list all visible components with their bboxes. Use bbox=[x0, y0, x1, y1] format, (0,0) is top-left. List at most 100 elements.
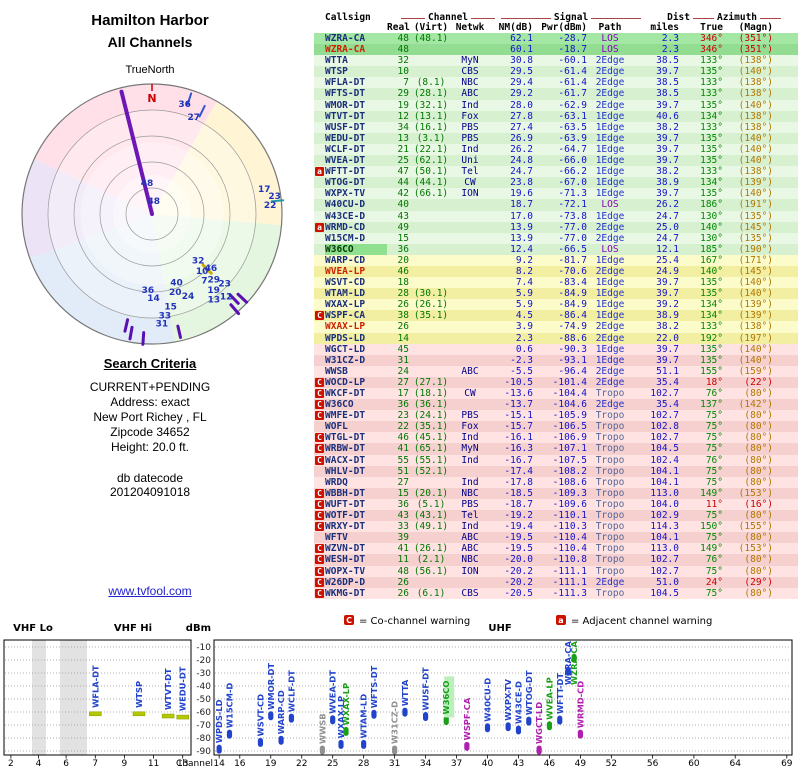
distance-cell: 39.7 bbox=[656, 132, 679, 144]
power-dbm-cell: -66.5 bbox=[558, 243, 587, 255]
real-channel-cell: 19 bbox=[397, 99, 409, 111]
nm-db-cell: 5.9 bbox=[515, 299, 533, 311]
azimuth-tick bbox=[198, 104, 206, 118]
table-row: WRDQ 27 Ind -17.8 -108.6 Tropo 104.1 75° (80°) bbox=[314, 476, 798, 488]
power-dbm-cell: -60.1 bbox=[558, 55, 587, 67]
channel-marker-label: 22 bbox=[264, 201, 277, 211]
distance-cell: 104.1 bbox=[650, 465, 679, 477]
azimuth-true-cell: 346° bbox=[700, 33, 723, 44]
distance-cell: 113.0 bbox=[650, 487, 679, 499]
virtual-channel-cell bbox=[409, 277, 453, 288]
distance-cell: 24.7 bbox=[656, 232, 679, 244]
power-dbm-cell: -84.9 bbox=[558, 288, 587, 300]
path-cell: Tropo bbox=[595, 510, 625, 522]
report-title: Hamilton Harbor bbox=[91, 12, 209, 29]
channel-tick-label: 9 bbox=[122, 759, 128, 768]
header-true: True bbox=[700, 22, 723, 33]
path-cell: 1Edge bbox=[595, 299, 625, 311]
real-channel-cell: 38 bbox=[397, 310, 409, 322]
virtual-channel-cell bbox=[409, 577, 453, 588]
dbm-tick-label: -80 bbox=[196, 734, 211, 744]
virtual-channel-cell bbox=[409, 233, 453, 244]
network-cell bbox=[453, 33, 487, 44]
table-row: WZRA-CA 48 (48.1) 62.1 -28.7 LOS 2.3 346° (351°) bbox=[314, 33, 798, 45]
power-dbm-cell: -111.3 bbox=[552, 587, 587, 599]
table-rows: WZRA-CA 48 (48.1) 62.1 -28.7 LOS 2.3 346° (351°)… bbox=[314, 33, 798, 599]
signal-bar bbox=[132, 711, 146, 717]
azimuth-magn-cell: (138°) bbox=[738, 321, 773, 333]
azimuth-tick bbox=[128, 325, 134, 341]
network-cell bbox=[453, 199, 487, 210]
network-cell: ION bbox=[461, 565, 479, 577]
distance-cell: 2.3 bbox=[661, 44, 679, 56]
azimuth-true-cell: 75° bbox=[705, 443, 723, 455]
azimuth-magn-cell: (80°) bbox=[744, 554, 773, 566]
channel-tick-label: 6 bbox=[63, 759, 69, 768]
virtual-channel-cell: (48.1) bbox=[413, 33, 449, 44]
path-cell: Tropo bbox=[595, 421, 625, 433]
power-dbm-cell: -110.8 bbox=[552, 554, 587, 566]
network-cell: Fox bbox=[461, 110, 479, 122]
table-row: WTTA 32 MyN 30.8 -60.1 2Edge 38.5 133° (138°) bbox=[314, 55, 798, 67]
power-dbm-cell: -28.7 bbox=[558, 33, 587, 44]
path-cell: 2Edge bbox=[595, 376, 625, 388]
network-cell: PBS bbox=[461, 132, 479, 144]
co-channel-warning-icon: C bbox=[315, 389, 324, 398]
channel-marker-label: 20 bbox=[169, 288, 182, 298]
power-dbm-cell: -111.1 bbox=[552, 565, 587, 577]
warning-marker-cell: C bbox=[314, 443, 325, 454]
callsign-cell: WOFL bbox=[325, 421, 348, 433]
warning-marker-cell: C bbox=[314, 455, 325, 466]
azimuth-magn-cell: (140°) bbox=[738, 288, 773, 300]
network-cell: ABC bbox=[461, 543, 479, 555]
path-cell: 1Edge bbox=[595, 177, 625, 189]
station-label: W43CE-D bbox=[513, 681, 523, 724]
real-channel-cell: 24 bbox=[397, 365, 409, 377]
station-label: WRMD-CD bbox=[575, 681, 585, 728]
real-channel-cell: 44 bbox=[397, 177, 409, 189]
distance-cell: 12.1 bbox=[656, 243, 679, 255]
channel-marker-label: 36 bbox=[178, 100, 191, 110]
path-cell: 2Edge bbox=[595, 365, 625, 377]
azimuth-true-cell: 75° bbox=[705, 510, 723, 522]
virtual-channel-cell: (43.1) bbox=[413, 510, 449, 522]
callsign-cell: WTSP bbox=[325, 66, 348, 78]
power-dbm-cell: -104.6 bbox=[552, 399, 587, 411]
real-channel-cell: 22 bbox=[397, 421, 409, 433]
network-cell: Tel bbox=[461, 510, 479, 522]
warning-marker-cell bbox=[314, 532, 325, 543]
nm-db-cell: 13.9 bbox=[510, 221, 533, 233]
azimuth-true-cell: 75° bbox=[705, 532, 723, 544]
azimuth-true-cell: 135° bbox=[700, 155, 723, 167]
azimuth-tick bbox=[123, 318, 130, 333]
distance-cell: 113.0 bbox=[650, 543, 679, 555]
callsign-cell: WTOG-DT bbox=[325, 177, 366, 189]
warning-marker-cell: C bbox=[314, 310, 325, 321]
azimuth-magn-cell: (139°) bbox=[738, 310, 773, 322]
channel-marker-label: 19 bbox=[207, 286, 220, 296]
path-cell: 1Edge bbox=[595, 277, 625, 289]
real-channel-cell: 31 bbox=[397, 354, 409, 366]
warning-marker-cell bbox=[314, 321, 325, 332]
header-channel-group: Channel bbox=[398, 13, 498, 23]
warning-marker-cell bbox=[314, 211, 325, 222]
distance-cell: 25.4 bbox=[656, 254, 679, 266]
power-dbm-cell: -101.4 bbox=[552, 376, 587, 388]
real-channel-cell: 43 bbox=[397, 510, 409, 522]
azimuth-true-cell: 134° bbox=[700, 177, 723, 189]
network-cell: PBS bbox=[461, 498, 479, 510]
azimuth-tick bbox=[176, 324, 183, 340]
table-header-columns: Real (Virt) Netwk NM(dB) Pwr(dBm) Path m… bbox=[314, 23, 798, 33]
network-cell: CW bbox=[464, 177, 476, 189]
nm-db-cell: -18.5 bbox=[504, 487, 533, 499]
network-cell: Ind bbox=[461, 99, 479, 111]
warning-marker-cell: C bbox=[314, 410, 325, 421]
power-dbm-cell: -63.5 bbox=[558, 121, 587, 133]
real-channel-cell: 27 bbox=[397, 376, 409, 388]
tvfool-link[interactable]: www.tvfool.com bbox=[108, 584, 192, 598]
real-channel-cell: 41 bbox=[397, 543, 409, 555]
warning-marker-cell: C bbox=[314, 488, 325, 499]
warning-marker-cell bbox=[314, 177, 325, 188]
callsign-cell: WFTS-DT bbox=[325, 88, 366, 100]
channel-tick-label: 64 bbox=[729, 759, 741, 768]
